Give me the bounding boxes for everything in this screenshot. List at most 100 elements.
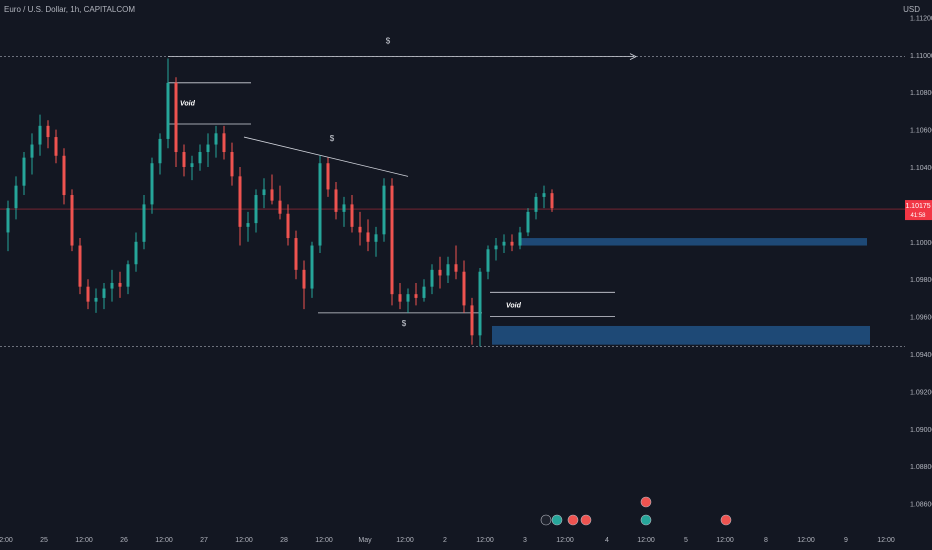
last-price-value: 1.10175 — [905, 203, 930, 210]
candle-body — [38, 125, 42, 145]
candle-body — [94, 297, 98, 302]
candle-body — [118, 282, 122, 287]
candle-body — [158, 138, 162, 164]
candle-body — [334, 189, 338, 212]
candle-body — [350, 204, 354, 227]
candle-body — [190, 163, 194, 167]
candle-body — [22, 157, 26, 186]
price-tick-label: 1.08600 — [910, 502, 932, 509]
time-tick-label: May — [358, 537, 372, 544]
event-icon — [567, 514, 579, 526]
candle-body — [486, 249, 490, 272]
demand-zone — [492, 325, 870, 345]
candle-body — [174, 82, 178, 153]
time-tick-label: 12:00 — [797, 537, 815, 544]
candle-body — [470, 305, 474, 336]
candle-body — [238, 176, 242, 227]
candle-body — [134, 241, 138, 265]
event-icon — [640, 514, 652, 526]
candle-body — [502, 241, 506, 246]
candle-body — [518, 232, 522, 246]
candle-body — [30, 144, 34, 158]
candle-body — [302, 269, 306, 289]
candle-body — [6, 208, 10, 233]
candle-body — [430, 269, 434, 287]
price-tick-label: 1.11200 — [910, 15, 932, 22]
candle-body — [374, 234, 378, 242]
time-tick-label: 4 — [605, 537, 609, 544]
candle-body — [462, 271, 466, 306]
price-tick-label: 1.10000 — [910, 240, 932, 247]
event-icon — [580, 514, 592, 526]
symbol-title: Euro / U.S. Dollar, 1h, CAPITALCOM — [4, 5, 136, 14]
price-tick-label: 1.09800 — [910, 277, 932, 284]
time-tick-label: 2:00 — [0, 537, 13, 544]
candle-body — [62, 155, 66, 196]
candle-body — [398, 294, 402, 302]
candle-body — [286, 213, 290, 239]
liquidity-label: $ — [386, 37, 391, 46]
candle-body — [422, 286, 426, 298]
candle-body — [182, 152, 186, 167]
last-price-countdown: 41:58 — [910, 213, 926, 219]
candle-body — [142, 204, 146, 242]
time-tick-label: 27 — [200, 537, 208, 544]
void-label: Void — [180, 100, 196, 107]
time-tick-label: 8 — [764, 537, 768, 544]
candle-body — [110, 282, 114, 289]
price-tick-label: 1.09000 — [910, 427, 932, 434]
liquidity-label: $ — [402, 319, 407, 328]
candle-body — [446, 264, 450, 276]
candle-body — [222, 133, 226, 153]
candle-body — [214, 133, 218, 145]
time-tick-label: 25 — [40, 537, 48, 544]
candle-body — [382, 185, 386, 235]
event-icon — [551, 514, 563, 526]
time-tick-label: 26 — [120, 537, 128, 544]
candle-body — [358, 226, 362, 233]
candle-body — [438, 269, 442, 276]
candle-body — [14, 185, 18, 209]
time-tick-label: 28 — [280, 537, 288, 544]
event-icon — [720, 514, 732, 526]
trend-line — [243, 136, 409, 177]
candle-body — [526, 211, 530, 233]
candle-body — [206, 144, 210, 153]
event-icon — [540, 514, 552, 526]
time-tick-label: 12:00 — [556, 537, 574, 544]
time-tick-label: 12:00 — [716, 537, 734, 544]
candle-body — [294, 238, 298, 270]
candle-body — [102, 288, 106, 298]
candle-body — [454, 264, 458, 272]
candle-body — [478, 271, 482, 336]
candle-body — [278, 200, 282, 214]
candle-body — [126, 264, 130, 287]
time-tick-label: 12:00 — [315, 537, 333, 544]
candle-body — [198, 152, 202, 164]
candle-body — [262, 189, 266, 196]
last-price-badge — [905, 200, 932, 221]
time-tick-label: 12:00 — [476, 537, 494, 544]
candle-body — [54, 137, 58, 156]
candle-body — [254, 195, 258, 224]
candle-body — [270, 189, 274, 201]
price-tick-label: 1.11000 — [910, 53, 932, 60]
price-tick-label: 1.09600 — [910, 315, 932, 322]
demand-zone — [519, 238, 867, 246]
candle-body — [366, 232, 370, 242]
candle-body — [550, 193, 554, 209]
candle-body — [78, 245, 82, 287]
time-tick-label: 12:00 — [155, 537, 173, 544]
candle-body — [150, 163, 154, 205]
void-label: Void — [506, 302, 522, 309]
candle-body — [70, 195, 74, 246]
time-tick-label: 12:00 — [396, 537, 414, 544]
event-icon — [640, 496, 652, 508]
candle-body — [406, 294, 410, 302]
currency-label: USD — [903, 5, 920, 14]
price-tick-label: 1.10400 — [910, 165, 932, 172]
price-tick-label: 1.10600 — [910, 128, 932, 135]
time-tick-label: 12:00 — [75, 537, 93, 544]
price-tick-label: 1.08800 — [910, 464, 932, 471]
